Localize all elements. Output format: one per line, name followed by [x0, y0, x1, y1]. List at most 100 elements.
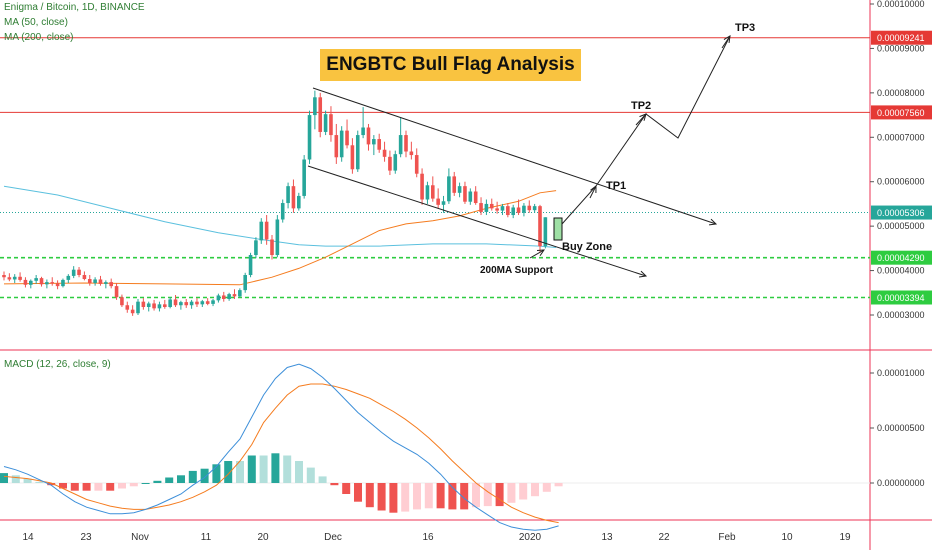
price-axis: 0.00003000 0.00004000 0.00005000 0.00006000… — [870, 0, 925, 488]
macd-histogram-bar — [542, 483, 551, 492]
projection-arrow-tp1 — [589, 185, 597, 199]
macd-histogram-bar — [306, 467, 315, 483]
macd-legend: MACD (12, 26, close, 9) — [4, 359, 111, 370]
macd-histogram-bar — [424, 483, 433, 509]
candle-body — [87, 279, 92, 284]
flag-upper-line — [312, 87, 717, 225]
candle-body — [232, 294, 237, 297]
candle-body — [447, 176, 451, 202]
candle-body — [45, 282, 49, 285]
candle-body — [388, 156, 392, 171]
candle-body — [77, 269, 81, 276]
candle-body — [457, 186, 462, 193]
candle-body — [141, 301, 146, 308]
support-arrow-head — [536, 249, 545, 257]
time-tick-label: 16 — [422, 532, 434, 543]
macd-histogram-bar — [342, 483, 351, 494]
candle-body — [372, 139, 376, 145]
candle-body — [489, 203, 494, 209]
macd-tick-label: 0.00001000 — [877, 368, 925, 378]
time-tick-label: Dec — [324, 532, 342, 543]
candle-body — [511, 207, 515, 216]
macd-histogram-bar — [259, 455, 268, 483]
candle-body — [114, 286, 119, 298]
candle-body — [130, 309, 135, 314]
candle-body — [12, 276, 17, 280]
ma50-legend: MA (50, close) — [4, 17, 68, 28]
candle-body — [221, 295, 226, 300]
macd-histogram-bar — [354, 483, 362, 502]
macd-histogram-bar — [94, 483, 103, 491]
candle-body — [297, 195, 301, 209]
macd-histogram-bar — [448, 483, 457, 510]
candle-body — [532, 206, 537, 211]
candle-body — [377, 139, 381, 150]
candle-body — [179, 302, 183, 306]
macd-histogram-bar — [188, 470, 197, 483]
candle-body — [420, 173, 424, 200]
candle-body — [286, 186, 290, 204]
candle-body — [404, 135, 408, 152]
candle-body — [425, 185, 430, 200]
macd-histogram-bar — [0, 473, 8, 483]
macd-histogram-bar — [483, 483, 492, 507]
ma50-line — [3, 190, 557, 286]
candle-body — [39, 278, 44, 285]
time-tick-label: 13 — [601, 532, 613, 543]
macd-histogram-bar — [495, 483, 504, 507]
price-tick-label: 0.00003000 — [877, 310, 925, 320]
candle-body — [184, 302, 189, 306]
macd-histogram-bar — [318, 476, 327, 483]
buy-zone-candle — [553, 217, 563, 241]
time-tick-label: 19 — [839, 532, 851, 543]
macd-histogram-bar — [377, 483, 386, 511]
price-tick-label: 0.00009000 — [877, 43, 925, 53]
price-level-label: 0.00004290 — [877, 253, 925, 263]
projection-arrow-tp2-head — [639, 113, 647, 121]
candle-body — [157, 304, 162, 309]
macd-histogram-bar — [59, 483, 67, 489]
macd-histogram-bar — [460, 483, 469, 510]
macd-histogram-bar — [177, 475, 185, 483]
candle-body — [120, 297, 124, 306]
macd-histogram-bar — [295, 461, 303, 483]
candle-body — [355, 135, 360, 170]
candle-body — [313, 97, 317, 116]
candle-body — [522, 205, 526, 213]
macd-histogram-bar — [401, 483, 410, 512]
macd-histogram-bar — [47, 483, 56, 486]
candle-body — [334, 135, 339, 158]
candles — [2, 90, 548, 316]
candle-body — [173, 299, 178, 306]
candle-body — [414, 155, 419, 174]
candle-body — [270, 239, 274, 256]
candle-body — [238, 290, 242, 297]
candle-body — [7, 277, 12, 280]
candle-body — [382, 149, 387, 157]
candle-body — [361, 127, 365, 136]
macd-histogram-bar — [200, 468, 209, 483]
macd-histogram-bar — [365, 483, 374, 508]
flag-lower-line-head — [638, 270, 648, 278]
candle-body — [189, 301, 194, 306]
candle-body — [93, 279, 97, 284]
price-tick-label: 0.00006000 — [877, 177, 925, 187]
projection-arrow-tp1-head — [590, 184, 597, 194]
candle-body — [538, 206, 542, 247]
candle-body — [329, 114, 333, 136]
time-tick-label: 14 — [22, 532, 34, 543]
candle-body — [318, 97, 323, 132]
candle-body — [163, 304, 167, 308]
candle-body — [195, 301, 199, 305]
candle-body — [125, 305, 130, 310]
price-levels: 0.00009241 0.00007560 0.00005306 0.00004290… — [0, 30, 932, 305]
price-tick-label: 0.00004000 — [877, 266, 925, 276]
flag-upper-line-head — [708, 218, 718, 226]
candle-body — [109, 282, 113, 287]
candle-body — [291, 186, 296, 209]
candle-body — [366, 127, 371, 145]
macd-histogram-bar — [129, 483, 138, 487]
price-tick-label: 0.00008000 — [877, 88, 925, 98]
price-level-badge — [871, 205, 932, 220]
